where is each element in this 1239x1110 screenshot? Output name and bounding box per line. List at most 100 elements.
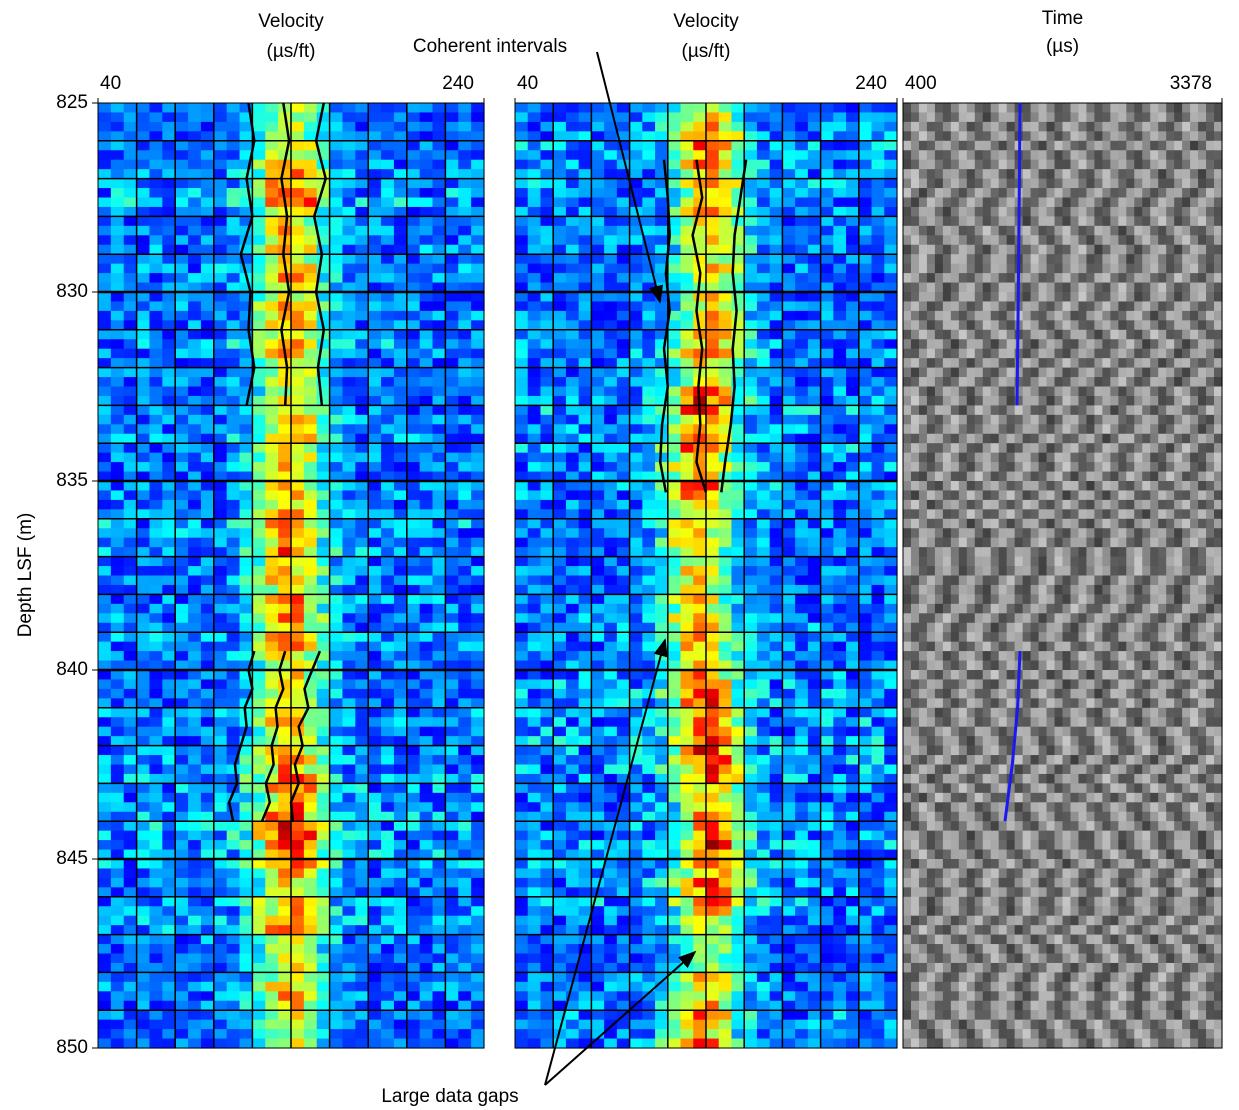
texture-cell bbox=[884, 424, 897, 434]
texture-cell bbox=[265, 377, 278, 387]
texture-cell bbox=[162, 746, 175, 756]
texture-cell bbox=[471, 594, 484, 604]
texture-cell bbox=[162, 944, 175, 954]
texture-cell bbox=[872, 292, 885, 302]
texture-cell bbox=[201, 387, 214, 397]
texture-cell bbox=[175, 254, 188, 264]
texture-cell bbox=[540, 500, 553, 510]
texture-cell bbox=[214, 982, 227, 992]
texture-cell bbox=[124, 651, 137, 661]
texture-cell bbox=[821, 216, 834, 226]
texture-cell bbox=[471, 963, 484, 973]
texture-cell bbox=[304, 1010, 317, 1020]
texture-cell bbox=[188, 623, 201, 633]
texture-cell bbox=[214, 226, 227, 236]
texture-cell bbox=[770, 623, 783, 633]
texture-cell bbox=[98, 679, 111, 689]
texture-cell bbox=[175, 264, 188, 274]
texture-cell bbox=[668, 188, 681, 198]
texture-cell bbox=[162, 736, 175, 746]
texture-cell bbox=[540, 141, 553, 151]
texture-cell bbox=[471, 490, 484, 500]
texture-cell bbox=[681, 405, 694, 415]
texture-cell bbox=[757, 301, 770, 311]
texture-cell bbox=[540, 642, 553, 652]
texture-cell bbox=[833, 462, 846, 472]
texture-cell bbox=[381, 935, 394, 945]
texture-cell bbox=[175, 349, 188, 359]
texture-cell bbox=[265, 812, 278, 822]
texture-cell bbox=[124, 226, 137, 236]
texture-cell bbox=[201, 746, 214, 756]
texture-cell bbox=[149, 1001, 162, 1011]
texture-cell bbox=[630, 387, 643, 397]
texture-cell bbox=[201, 576, 214, 586]
texture-cell bbox=[433, 207, 446, 217]
texture-cell bbox=[149, 169, 162, 179]
texture-cell bbox=[433, 131, 446, 141]
texture-cell bbox=[630, 576, 643, 586]
texture-cell bbox=[407, 604, 420, 614]
texture-cell bbox=[355, 103, 368, 113]
texture-cell bbox=[330, 292, 343, 302]
texture-cell bbox=[528, 462, 541, 472]
texture-cell bbox=[317, 802, 330, 812]
texture-cell bbox=[433, 765, 446, 775]
texture-cell bbox=[214, 736, 227, 746]
texture-cell bbox=[630, 292, 643, 302]
texture-cell bbox=[859, 670, 872, 680]
texture-cell bbox=[98, 897, 111, 907]
texture-cell bbox=[604, 358, 617, 368]
texture-cell bbox=[566, 443, 579, 453]
texture-cell bbox=[175, 320, 188, 330]
texture-cell bbox=[368, 783, 381, 793]
texture-cell bbox=[227, 424, 240, 434]
texture-cell bbox=[757, 519, 770, 529]
texture-cell bbox=[111, 377, 124, 387]
texture-cell bbox=[420, 112, 433, 122]
texture-cell bbox=[124, 887, 137, 897]
texture-cell bbox=[770, 566, 783, 576]
texture-cell bbox=[795, 198, 808, 208]
texture-cell bbox=[188, 642, 201, 652]
texture-cell bbox=[355, 509, 368, 519]
texture-cell bbox=[368, 405, 381, 415]
texture-cell bbox=[304, 821, 317, 831]
texture-cell bbox=[515, 405, 528, 415]
texture-cell bbox=[252, 604, 265, 614]
texture-cell bbox=[291, 906, 304, 916]
texture-cell bbox=[757, 443, 770, 453]
texture-cell bbox=[252, 821, 265, 831]
texture-cell bbox=[355, 226, 368, 236]
texture-cell bbox=[394, 746, 407, 756]
texture-cell bbox=[407, 415, 420, 425]
texture-cell bbox=[342, 481, 355, 491]
texture-cell bbox=[668, 169, 681, 179]
texture-cell bbox=[394, 1039, 407, 1049]
texture-cell bbox=[681, 216, 694, 226]
texture-cell bbox=[342, 594, 355, 604]
texture-cell bbox=[201, 1010, 214, 1020]
texture-cell bbox=[330, 736, 343, 746]
texture-cell bbox=[265, 954, 278, 964]
texture-cell bbox=[227, 254, 240, 264]
texture-cell bbox=[355, 632, 368, 642]
texture-cell bbox=[214, 273, 227, 283]
texture-cell bbox=[782, 434, 795, 444]
texture-cell bbox=[566, 613, 579, 623]
texture-cell bbox=[291, 831, 304, 841]
texture-cell bbox=[420, 1029, 433, 1039]
texture-cell bbox=[668, 405, 681, 415]
texture-cell bbox=[175, 963, 188, 973]
texture-cell bbox=[458, 509, 471, 519]
texture-cell bbox=[617, 490, 630, 500]
texture-cell bbox=[227, 878, 240, 888]
texture-cell bbox=[342, 651, 355, 661]
texture-cell bbox=[859, 188, 872, 198]
texture-cell bbox=[124, 717, 137, 727]
texture-cell bbox=[240, 991, 253, 1001]
texture-cell bbox=[604, 188, 617, 198]
texture-cell bbox=[808, 254, 821, 264]
texture-cell bbox=[214, 972, 227, 982]
texture-cell bbox=[433, 831, 446, 841]
